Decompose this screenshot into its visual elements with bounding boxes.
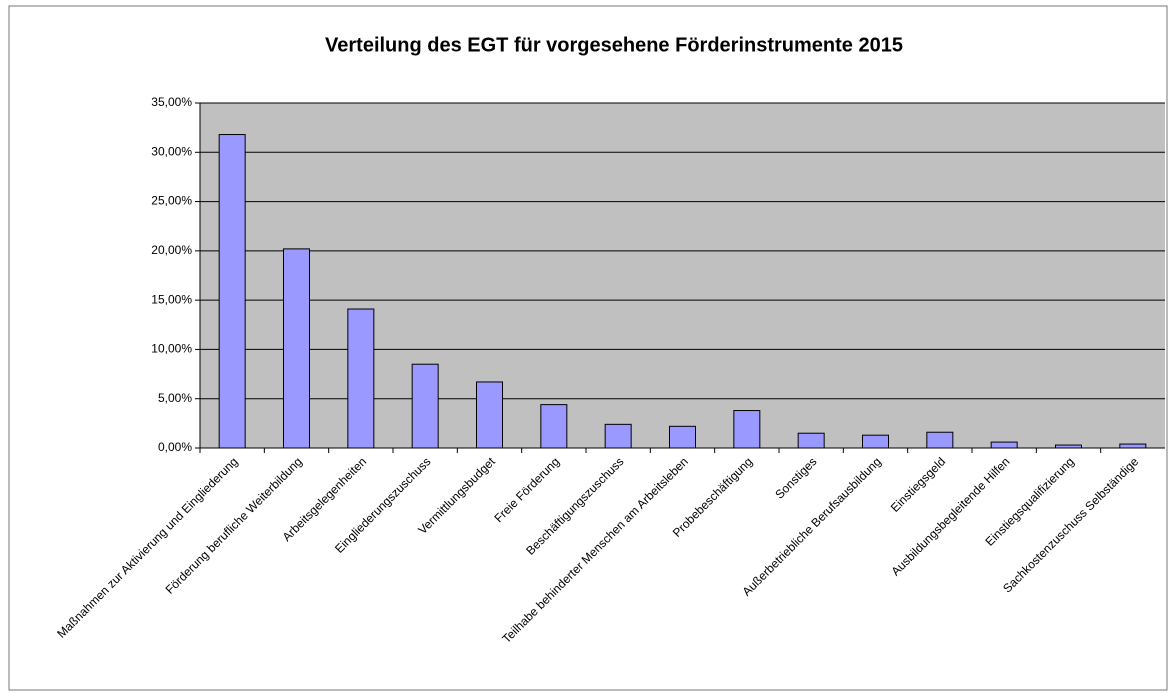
bar <box>218 134 246 449</box>
bar <box>283 248 310 449</box>
y-tick-label: 5,00% <box>158 391 192 405</box>
bar <box>347 308 375 449</box>
bar <box>476 381 503 449</box>
bar <box>669 425 696 449</box>
y-tick-label: 0,00% <box>158 440 192 454</box>
chart-title: Verteilung des EGT für vorgesehene Förde… <box>325 34 903 56</box>
bar <box>797 432 825 449</box>
bar <box>926 431 954 449</box>
bar <box>990 441 1018 449</box>
y-tick-label: 10,00% <box>151 342 192 356</box>
plot-area <box>200 103 1165 448</box>
bar <box>540 404 568 449</box>
y-tick-label: 25,00% <box>151 194 192 208</box>
y-tick-label: 35,00% <box>151 95 192 109</box>
y-tick-label: 20,00% <box>151 243 192 257</box>
bar <box>1119 443 1147 449</box>
bar <box>862 434 889 449</box>
bar <box>733 410 761 449</box>
y-tick-label: 30,00% <box>151 144 192 158</box>
bar <box>604 423 632 449</box>
y-tick-label: 15,00% <box>151 292 192 306</box>
bar <box>411 363 439 449</box>
